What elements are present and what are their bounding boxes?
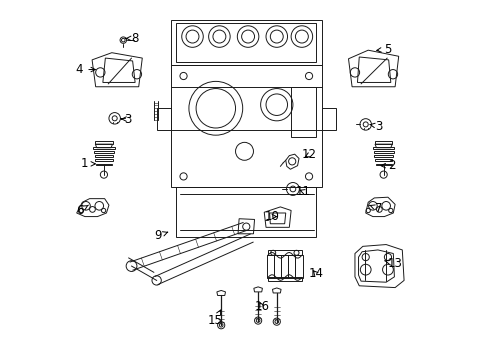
Text: 4: 4 <box>76 63 95 76</box>
Text: 3: 3 <box>121 113 131 126</box>
Text: 9: 9 <box>154 229 167 242</box>
Text: 11: 11 <box>296 185 310 198</box>
Text: 8: 8 <box>125 32 139 45</box>
Text: 12: 12 <box>301 148 316 161</box>
Text: 3: 3 <box>369 120 382 133</box>
Text: 13: 13 <box>384 257 402 270</box>
Text: 6: 6 <box>76 204 88 217</box>
Text: 10: 10 <box>264 210 279 223</box>
Text: 14: 14 <box>308 267 323 280</box>
Text: 2: 2 <box>380 159 394 172</box>
Text: 16: 16 <box>254 300 269 313</box>
Text: 1: 1 <box>81 157 95 170</box>
Text: 15: 15 <box>207 310 222 327</box>
Text: 5: 5 <box>376 42 391 55</box>
Text: 7: 7 <box>369 202 382 215</box>
